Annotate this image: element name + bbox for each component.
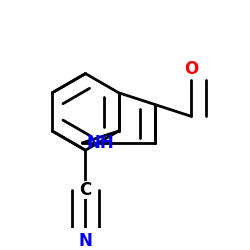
Text: C: C [79,182,92,200]
Text: O: O [184,60,198,78]
Text: NH: NH [87,134,115,152]
Text: N: N [78,232,92,250]
